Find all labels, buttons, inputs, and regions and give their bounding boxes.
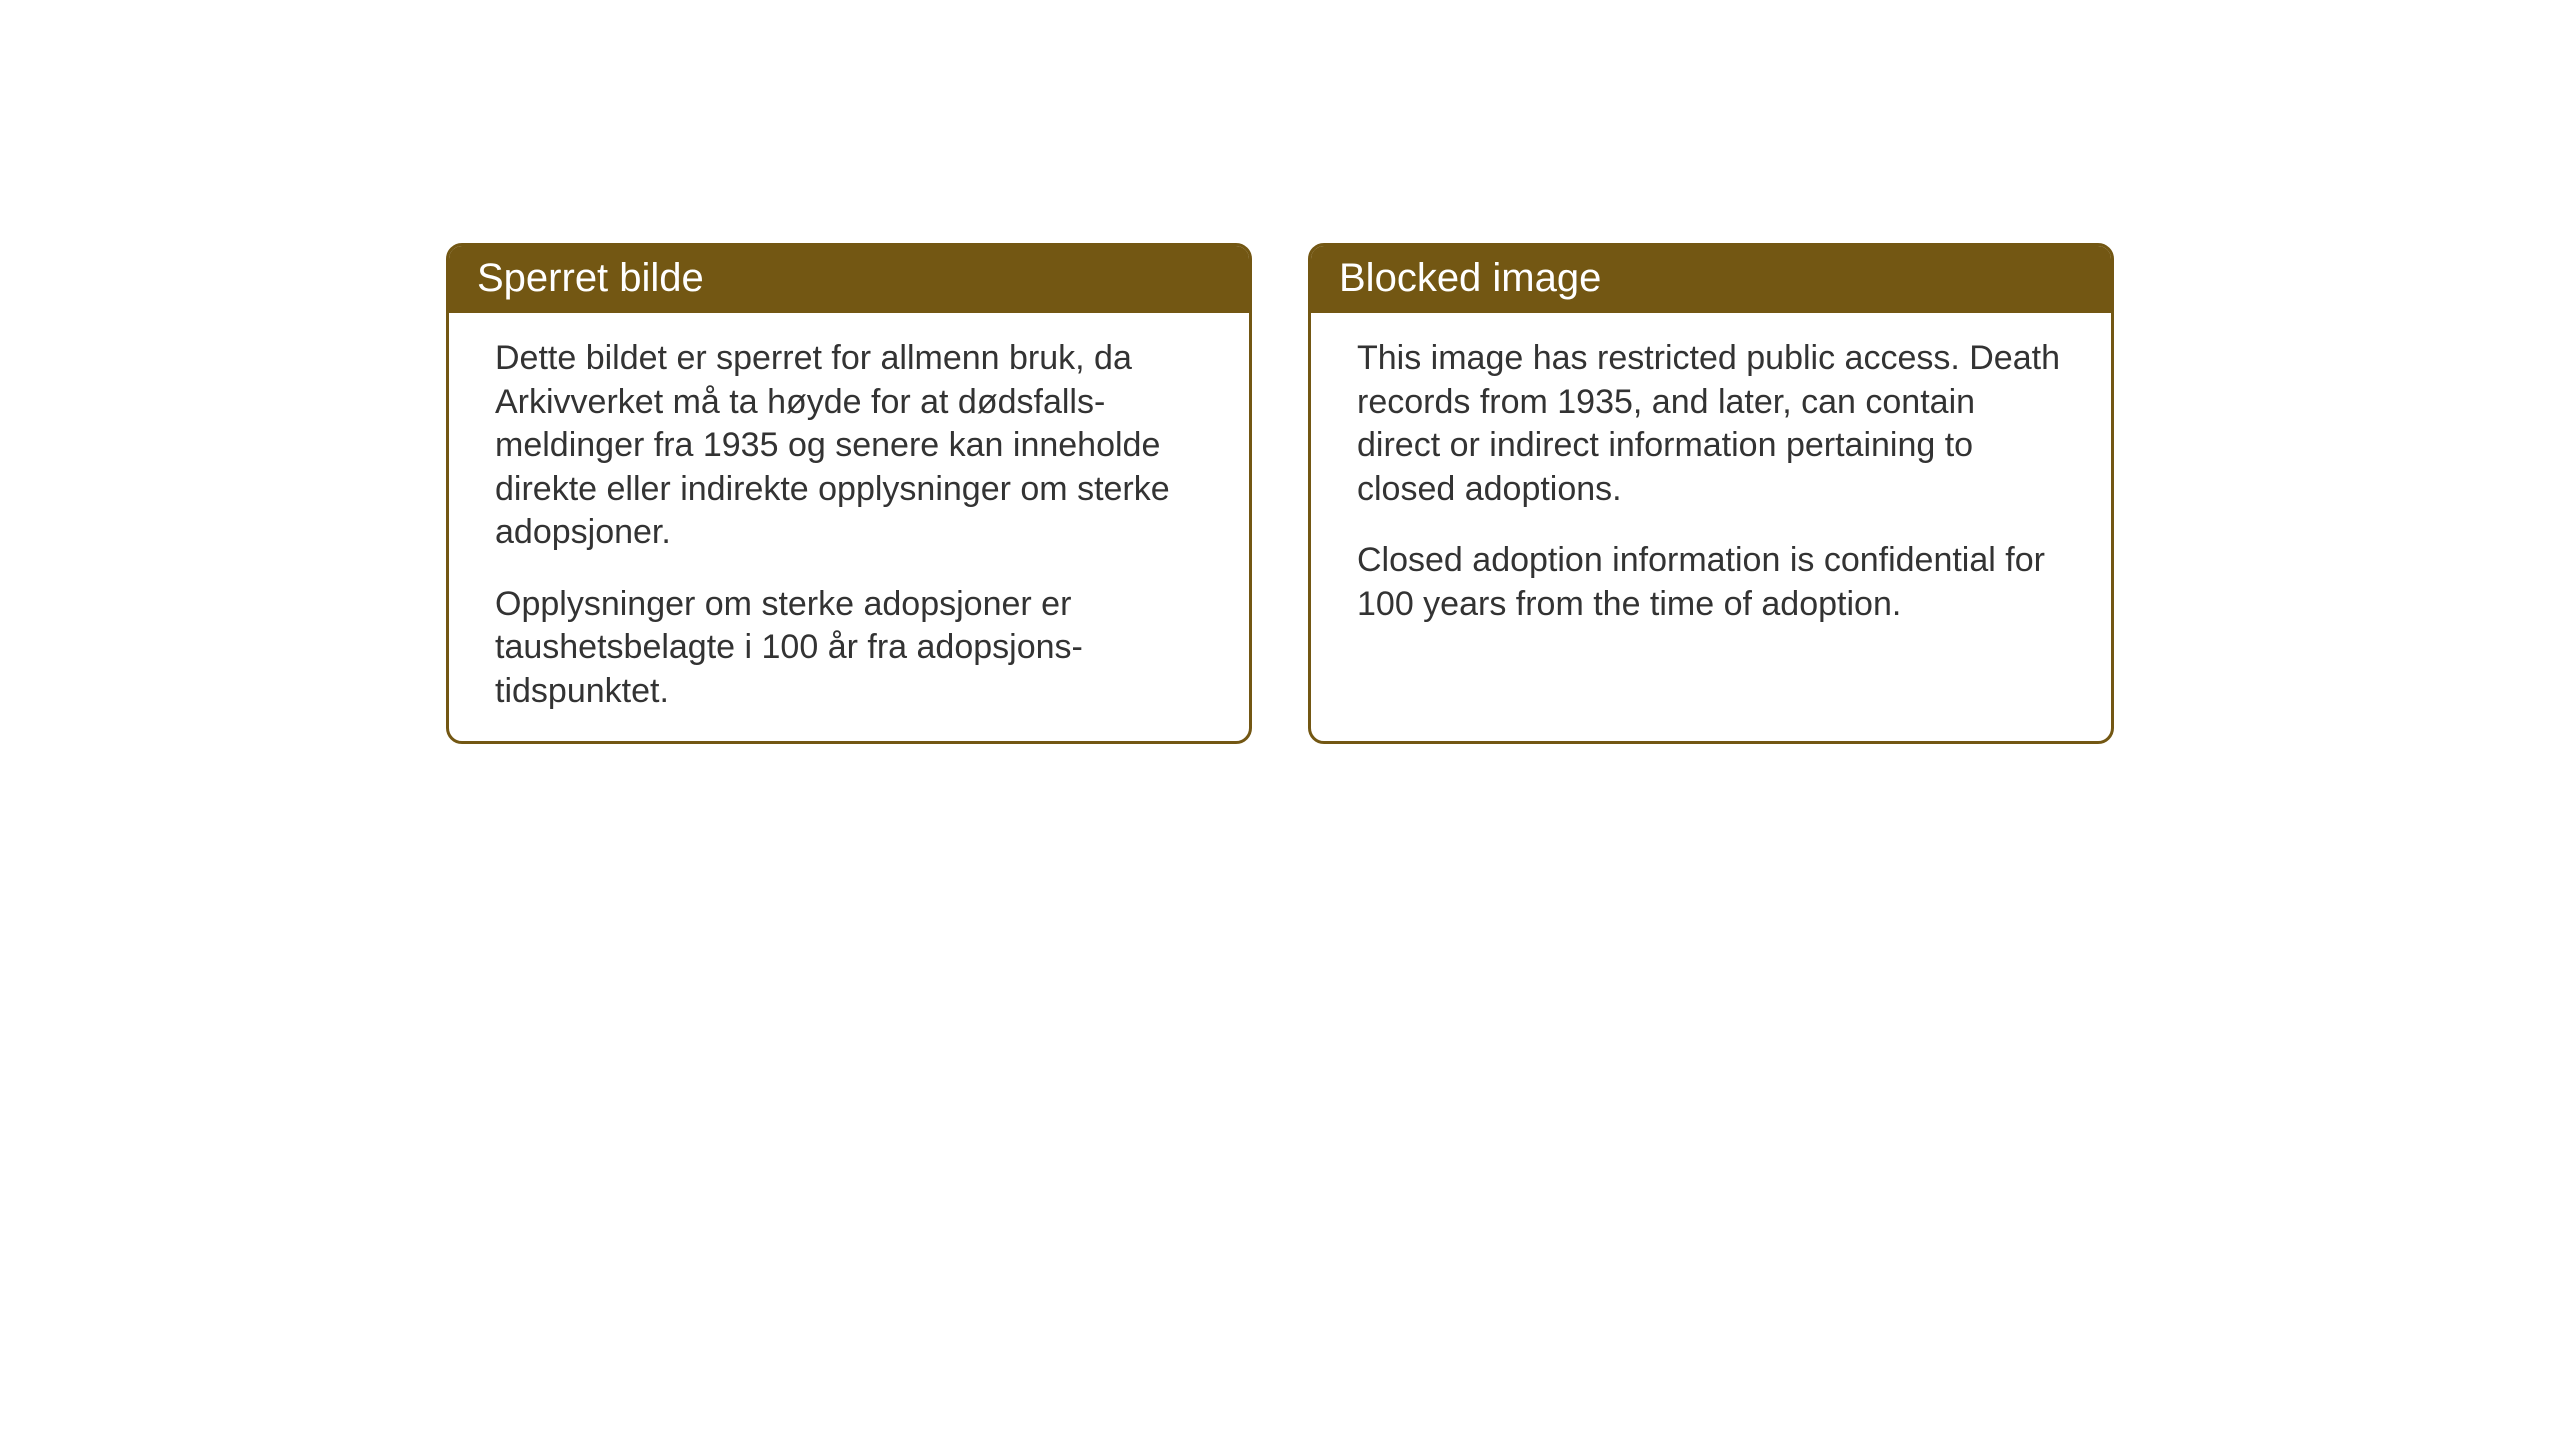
card-header-norwegian: Sperret bilde — [449, 246, 1249, 313]
info-card-norwegian: Sperret bilde Dette bildet er sperret fo… — [446, 243, 1252, 744]
card-body-norwegian: Dette bildet er sperret for allmenn bruk… — [449, 313, 1249, 741]
card-paragraph: This image has restricted public access.… — [1357, 337, 2065, 511]
card-title: Blocked image — [1339, 256, 1601, 300]
card-paragraph: Opplysninger om sterke adopsjoner er tau… — [495, 583, 1203, 714]
info-card-english: Blocked image This image has restricted … — [1308, 243, 2114, 744]
card-paragraph: Closed adoption information is confident… — [1357, 539, 2065, 626]
info-card-container: Sperret bilde Dette bildet er sperret fo… — [446, 243, 2114, 744]
card-title: Sperret bilde — [477, 256, 704, 300]
card-header-english: Blocked image — [1311, 246, 2111, 313]
card-paragraph: Dette bildet er sperret for allmenn bruk… — [495, 337, 1203, 555]
card-body-english: This image has restricted public access.… — [1311, 313, 2111, 654]
